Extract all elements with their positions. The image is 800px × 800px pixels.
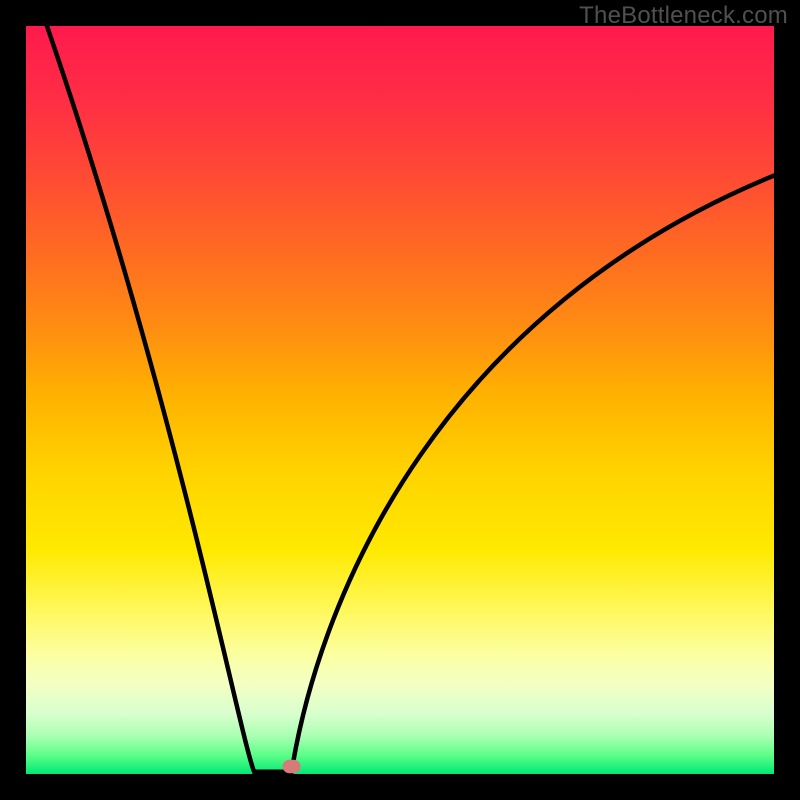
chart-frame: TheBottleneck.com <box>0 0 800 800</box>
bottleneck-curve-chart <box>26 26 774 774</box>
plot-area <box>26 26 774 774</box>
optimum-marker <box>283 760 301 773</box>
gradient-background <box>26 26 774 774</box>
